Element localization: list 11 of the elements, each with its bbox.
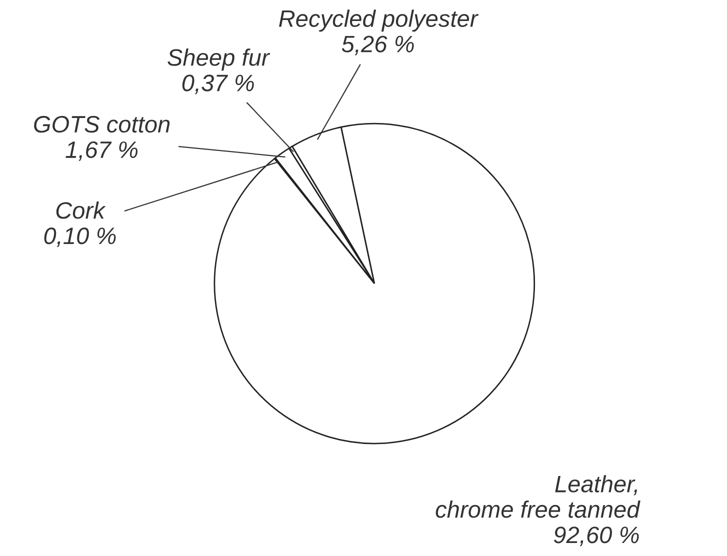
slice-label: Leather, chrome free tanned <box>436 475 640 518</box>
slice-label: Sheep fur <box>168 48 270 71</box>
pie-slice <box>214 122 536 444</box>
slice-label: GOTS cotton <box>34 116 170 133</box>
data-label: 1,67 % <box>66 141 138 161</box>
slice-label: Recycled polyester <box>279 10 479 32</box>
data-label: 0,37 % <box>182 74 254 94</box>
slice-label: Cork <box>56 201 106 219</box>
data-label: 92,60 % <box>554 526 639 546</box>
data-label: 0,10 % <box>44 228 116 248</box>
data-label: 5,26 % <box>342 36 414 56</box>
